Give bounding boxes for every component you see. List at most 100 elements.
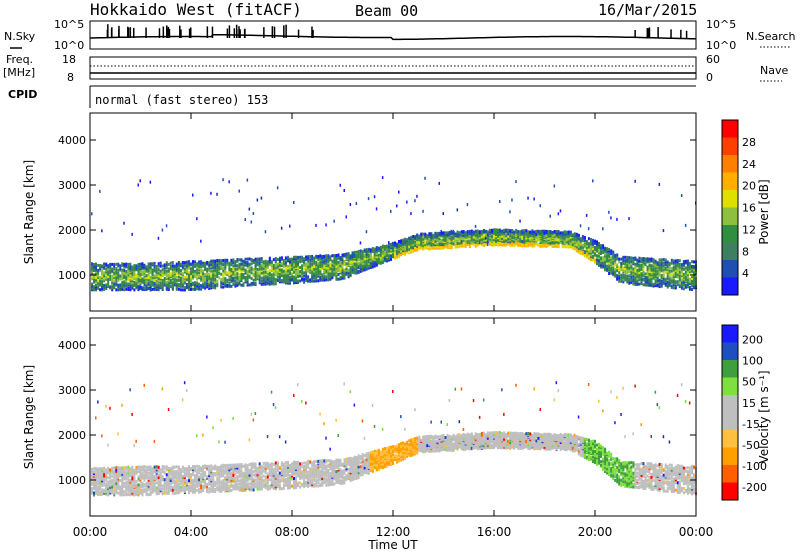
heatmap-cell — [123, 271, 126, 275]
heatmap-cell — [226, 480, 229, 484]
heatmap-cell — [650, 264, 653, 268]
heatmap-cell — [99, 478, 102, 482]
heatmap-cell — [103, 474, 106, 478]
heatmap-cell — [577, 239, 580, 243]
heatmap-cell — [557, 212, 560, 216]
heatmap-cell — [210, 484, 213, 488]
heatmap-cell — [181, 483, 184, 487]
heatmap-cell — [319, 269, 322, 273]
heatmap-cell — [224, 278, 227, 282]
heatmap-cell — [173, 482, 176, 485]
heatmap-cell — [343, 253, 346, 257]
heatmap-cell — [678, 265, 681, 269]
heatmap-cell — [630, 262, 633, 266]
heatmap-cell — [188, 275, 190, 279]
heatmap-cell — [555, 235, 558, 239]
heatmap-cell — [151, 479, 154, 483]
heatmap-cell — [693, 279, 695, 283]
heatmap-cell — [149, 468, 152, 472]
heatmap-cell — [377, 246, 380, 250]
heatmap-cell — [192, 470, 194, 474]
heatmap-cell — [258, 278, 261, 282]
heatmap-cell — [614, 257, 617, 261]
heatmap-cell — [323, 265, 326, 269]
heatmap-cell — [660, 261, 663, 265]
heatmap-cell — [183, 263, 186, 267]
heatmap-cell — [175, 275, 178, 279]
heatmap-cell — [91, 286, 93, 290]
heatmap-cell — [169, 285, 172, 288]
heatmap-cell — [567, 236, 570, 240]
heatmap-cell — [139, 267, 142, 271]
heatmap-cell — [123, 281, 126, 285]
heatmap-cell — [256, 277, 259, 281]
heatmap-cell — [149, 491, 152, 494]
heatmap-cell — [486, 242, 489, 246]
heatmap-cell — [436, 242, 439, 246]
heatmap-cell — [129, 487, 132, 491]
heatmap-cell — [640, 282, 643, 285]
heatmap-cell — [157, 467, 160, 471]
heatmap-cell — [676, 267, 679, 271]
heatmap-cell — [161, 468, 164, 472]
heatmap-cell — [668, 261, 671, 265]
heatmap-cell — [297, 275, 299, 279]
heatmap-cell — [561, 231, 564, 235]
heatmap-cell — [468, 229, 471, 233]
heatmap-cell — [630, 264, 633, 268]
heatmap-cell — [452, 236, 455, 240]
heatmap-cell — [628, 261, 631, 265]
heatmap-cell — [410, 240, 413, 244]
heatmap-cell — [139, 483, 142, 487]
heatmap-cell — [200, 486, 203, 490]
heatmap-cell — [668, 282, 671, 286]
heatmap-cell — [131, 283, 134, 287]
heatmap-cell — [143, 270, 146, 274]
heatmap-cell — [541, 229, 544, 233]
heatmap-cell — [567, 230, 570, 234]
heatmap-cell — [234, 264, 237, 268]
heatmap-cell — [228, 489, 231, 493]
heatmap-cell — [131, 475, 134, 479]
heatmap-cell — [173, 470, 176, 474]
heatmap-cell — [410, 235, 413, 239]
heatmap-cell — [131, 477, 134, 481]
heatmap-cell — [305, 279, 308, 282]
heatmap-cell — [323, 254, 326, 258]
heatmap-cell — [602, 261, 605, 265]
heatmap-cell — [208, 267, 211, 271]
heatmap-cell — [141, 277, 144, 281]
heatmap-cell — [260, 263, 263, 267]
heatmap-cell — [220, 486, 223, 490]
freq-left-tick-bottom: 8 — [67, 71, 74, 84]
heatmap-cell — [581, 243, 584, 247]
heatmap-cell — [121, 474, 124, 478]
heatmap-cell — [240, 265, 243, 269]
freq-right-label: Nave — [760, 64, 788, 77]
heatmap-cell — [137, 285, 140, 289]
heatmap-cell — [91, 472, 93, 476]
heatmap-cell — [155, 486, 158, 490]
heatmap-cell — [159, 273, 162, 276]
heatmap-cell — [495, 243, 497, 247]
heatmap-cell — [682, 264, 685, 268]
heatmap-cell — [652, 260, 655, 264]
heatmap-cell — [117, 283, 120, 287]
heatmap-cell — [626, 274, 629, 278]
heatmap-cell — [192, 263, 194, 267]
heatmap-cell — [628, 256, 631, 260]
heatmap-cell — [121, 493, 124, 497]
heatmap-cell — [214, 259, 217, 263]
heatmap-cell — [668, 274, 671, 278]
heatmap-cell — [535, 235, 538, 239]
heatmap-cell — [430, 234, 433, 238]
heatmap-cell — [618, 274, 621, 278]
heatmap-cell — [153, 268, 156, 272]
heatmap-cell — [571, 233, 574, 237]
heatmap-cell — [101, 285, 104, 289]
heatmap-cell — [628, 266, 631, 270]
heatmap-cell — [660, 264, 663, 268]
heatmap-cell — [517, 243, 520, 247]
heatmap-cell — [618, 257, 621, 261]
heatmap-cell — [212, 281, 215, 285]
